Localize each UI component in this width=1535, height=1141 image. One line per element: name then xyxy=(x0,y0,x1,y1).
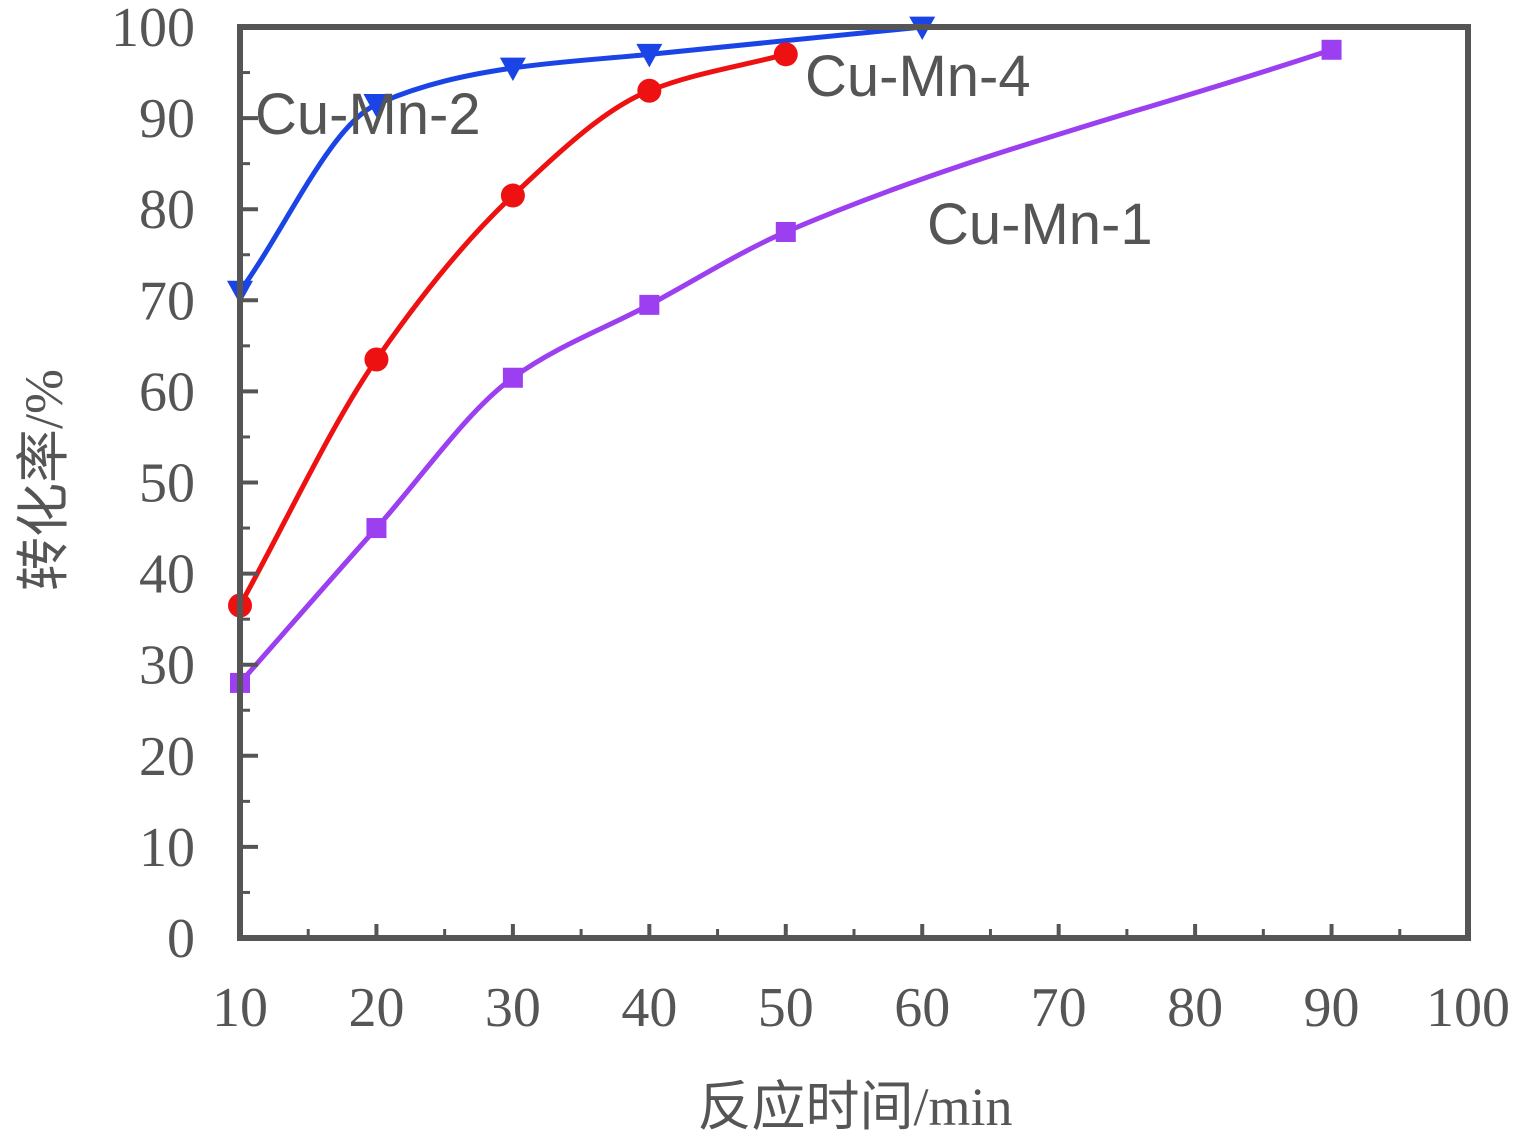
y-tick-label: 20 xyxy=(139,726,195,788)
y-tick-label: 80 xyxy=(139,179,195,241)
series-2 xyxy=(227,16,936,305)
data-point-square xyxy=(639,294,660,315)
x-axis-title: 反应时间/min xyxy=(697,1077,1012,1137)
data-point-triangle xyxy=(499,57,526,81)
data-point-square xyxy=(502,367,523,388)
data-point-triangle xyxy=(636,43,663,68)
y-tick-label: 70 xyxy=(139,270,195,332)
y-tick-label: 90 xyxy=(139,88,195,150)
data-point-triangle xyxy=(363,94,390,118)
y-tick-label: 40 xyxy=(139,544,195,606)
x-tick-label: 30 xyxy=(485,977,541,1039)
x-tick-label: 10 xyxy=(212,977,268,1039)
y-tick-label: 0 xyxy=(167,908,195,970)
data-point-circle xyxy=(500,183,525,208)
data-point-circle xyxy=(637,78,662,103)
x-tick-label: 40 xyxy=(621,977,677,1039)
y-axis-title: 转化率/% xyxy=(14,369,74,591)
y-tick-label: 50 xyxy=(139,453,195,515)
data-point-square xyxy=(366,518,387,539)
data-point-circle xyxy=(773,42,798,67)
series-labels: Cu-Mn-1 Cu-Mn-2 Cu-Mn-4 xyxy=(255,44,1153,257)
x-tick-label: 70 xyxy=(1031,977,1087,1039)
y-tick-label: 60 xyxy=(139,361,195,423)
x-tick-label: 50 xyxy=(758,977,814,1039)
x-tick-label: 80 xyxy=(1167,977,1223,1039)
y-axis-ticks: 0 10 20 30 40 50 60 70 80 90 100 xyxy=(111,0,258,970)
data-point-square xyxy=(775,221,796,242)
x-tick-label: 90 xyxy=(1304,977,1360,1039)
y-tick-label: 30 xyxy=(139,635,195,697)
data-point-circle xyxy=(364,347,389,372)
y-tick-label: 10 xyxy=(139,817,195,879)
x-tick-label: 100 xyxy=(1426,977,1510,1039)
series-label: Cu-Mn-2 xyxy=(255,82,481,147)
x-axis-ticks: 10 20 30 40 50 60 70 80 90 100 xyxy=(212,924,1510,1039)
data-point-square xyxy=(1321,39,1342,60)
x-tick-label: 60 xyxy=(894,977,950,1039)
y-tick-label: 100 xyxy=(111,0,195,59)
series-label: Cu-Mn-4 xyxy=(805,44,1031,109)
series-1 xyxy=(230,39,1342,693)
series-label: Cu-Mn-1 xyxy=(927,192,1153,257)
series-line xyxy=(237,51,789,608)
series-layer xyxy=(227,16,1342,693)
x-tick-label: 20 xyxy=(348,977,404,1039)
